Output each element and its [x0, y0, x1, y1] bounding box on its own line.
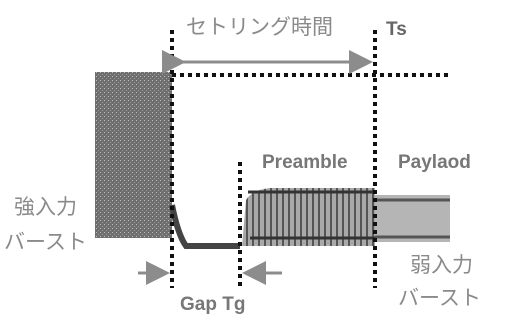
payload-label: Paylaod: [398, 152, 471, 173]
payload-waveform: [375, 195, 450, 242]
ts-label: Ts: [386, 19, 407, 40]
gap-waveform: [172, 205, 240, 246]
strong-input-label: バースト: [4, 230, 87, 254]
strong-burst-waveform: [95, 72, 172, 238]
weak-input-label: バースト: [398, 286, 481, 310]
weak-input-label: 弱入力: [410, 253, 473, 277]
diagram: セトリング時間 Ts Preamble Paylaod 強入力 バースト 弱入力…: [0, 0, 525, 320]
settling-time-label: セトリング時間: [186, 15, 333, 39]
preamble-label: Preamble: [262, 152, 348, 173]
strong-input-label: 強入力: [14, 195, 77, 219]
gap-label: Gap Tg: [180, 294, 245, 315]
